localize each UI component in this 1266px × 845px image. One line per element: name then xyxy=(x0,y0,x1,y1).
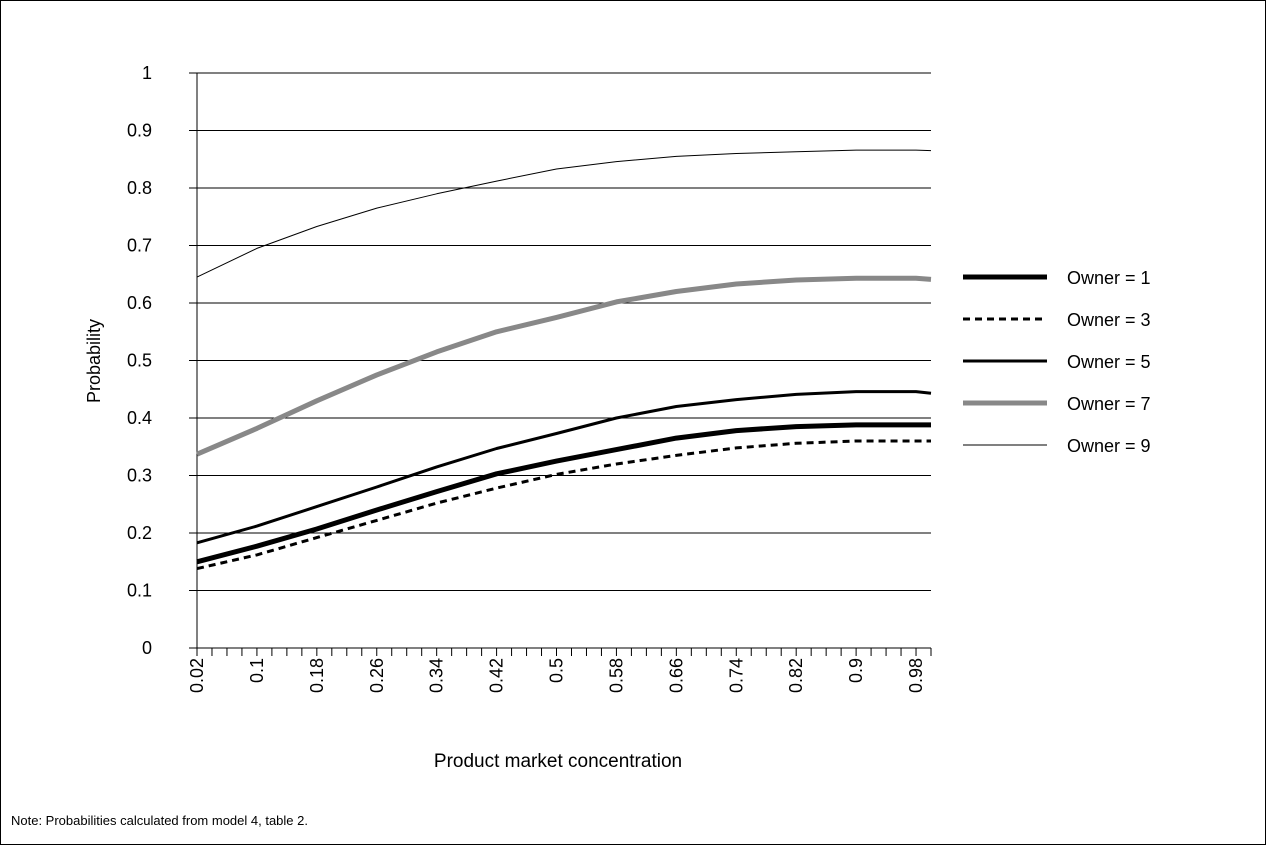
series-line xyxy=(196,149,932,278)
x-tick-label: 0.42 xyxy=(487,658,507,693)
gridlines xyxy=(197,72,931,591)
legend-label: Owner = 5 xyxy=(1067,352,1151,372)
x-tick-label: 0.26 xyxy=(367,658,387,693)
series-line xyxy=(196,422,931,565)
x-axis-label: Product market concentration xyxy=(434,751,682,772)
y-tick-label: 0.5 xyxy=(127,351,152,371)
x-tick-label: 0.34 xyxy=(427,658,447,693)
y-tick-label: 0 xyxy=(142,638,152,658)
y-tick-label: 0.6 xyxy=(127,293,152,313)
x-tick-label: 0.9 xyxy=(846,658,866,683)
y-tick-label: 0.1 xyxy=(127,581,152,601)
y-tick-label: 1 xyxy=(142,63,152,83)
y-axis-label: Probability xyxy=(84,319,104,403)
x-tick-label: 0.1 xyxy=(247,658,267,683)
y-tick-label: 0.8 xyxy=(127,178,152,198)
series-line xyxy=(196,439,931,571)
legend: Owner = 1 Owner = 3 Owner = 5 Owner = 7 Owne… xyxy=(963,268,1151,456)
y-tick-label: 0.7 xyxy=(127,236,152,256)
x-tick-label: 0.66 xyxy=(666,658,686,693)
x-tick-label: 0.5 xyxy=(547,658,567,683)
y-tick-label: 0.2 xyxy=(127,523,152,543)
figure-note: Note: Probabilities calculated from mode… xyxy=(11,813,308,828)
axes: 0 0.1 0.2 0.3 0.4 0.5 0.6 0.7 0.8 0.9 1 0.02 0.1 0.18… xyxy=(127,63,932,693)
y-tick-label: 0.3 xyxy=(127,466,152,486)
x-tick-label: 0.58 xyxy=(606,658,626,693)
x-tick-label: 0.02 xyxy=(187,658,207,693)
legend-label: Owner = 3 xyxy=(1067,310,1151,330)
y-tick-label: 0.4 xyxy=(127,408,152,428)
series-line xyxy=(196,390,932,545)
legend-label: Owner = 1 xyxy=(1067,268,1151,288)
x-tick-label: 0.18 xyxy=(307,658,327,693)
x-tick-label: 0.74 xyxy=(726,658,746,693)
series-line xyxy=(196,275,932,457)
x-tick-label: 0.82 xyxy=(786,658,806,693)
data-series xyxy=(196,149,932,571)
legend-label: Owner = 9 xyxy=(1067,436,1151,456)
y-tick-label: 0.9 xyxy=(127,121,152,141)
x-tick-label: 0.98 xyxy=(906,658,926,693)
legend-label: Owner = 7 xyxy=(1067,394,1151,414)
